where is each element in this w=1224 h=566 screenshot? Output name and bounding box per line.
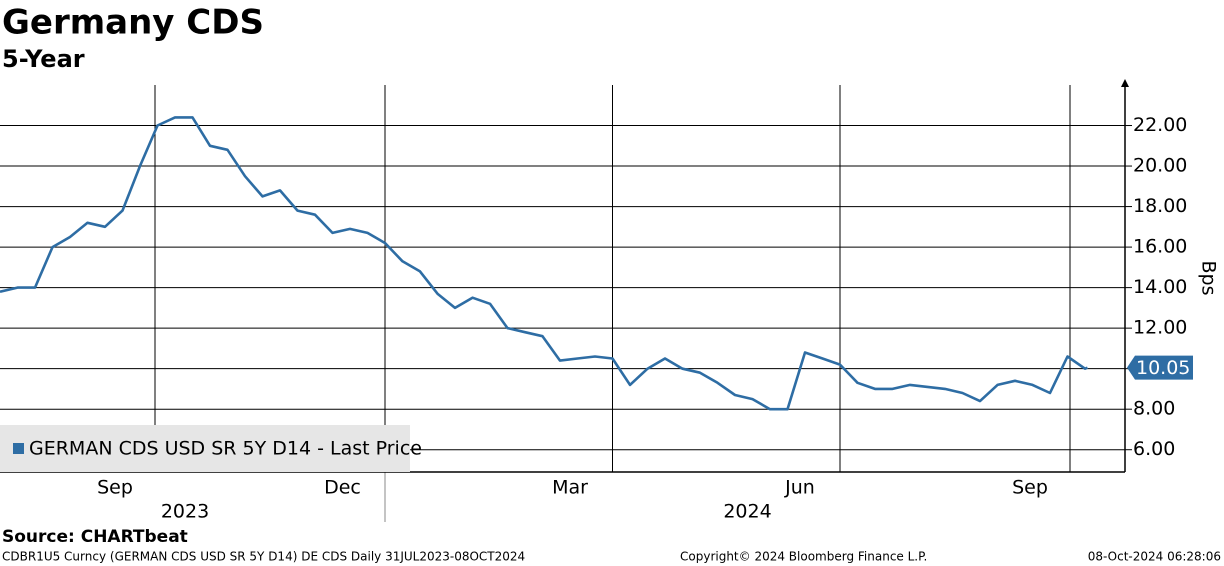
year-label: 2024 [723,501,771,523]
last-price-tag [1127,355,1193,380]
year-label: 2023 [161,501,209,523]
y-tick-label: 14.00 [1133,276,1187,298]
x-tick-label: Jun [784,477,815,499]
y-tick-label: 8.00 [1133,398,1175,420]
x-tick-label: Dec [324,477,361,499]
x-tick-label: Sep [97,477,133,499]
last-price-label: 10.05 [1136,357,1190,379]
legend-box [0,425,410,472]
footer-right: 08-Oct-2024 06:28:06 [1088,550,1221,564]
source: Source: CHARTbeat [2,527,188,547]
y-tick-label: 20.00 [1133,155,1187,177]
price-line [0,116,1088,411]
legend-swatch [13,443,24,454]
axis-arrow [1121,79,1129,87]
y-tick-label: 6.00 [1133,438,1175,460]
y-tick-label: 18.00 [1133,195,1187,217]
footer-center: Copyright© 2024 Bloomberg Finance L.P. [680,550,927,564]
chart-subtitle: 5-Year [2,45,85,73]
y-tick-label: 16.00 [1133,236,1187,258]
x-tick-label: Mar [552,477,588,499]
legend-label: GERMAN CDS USD SR 5Y D14 - Last Price [29,438,422,460]
chart-title: Germany CDS [2,3,264,43]
y-tick-label: 12.00 [1133,317,1187,339]
y-tick-label: 22.00 [1133,114,1187,136]
x-tick-label: Sep [1012,477,1048,499]
footer-left: CDBR1U5 Curncy (GERMAN CDS USD SR 5Y D14… [2,550,525,564]
y-axis-label: Bps [1198,261,1220,296]
